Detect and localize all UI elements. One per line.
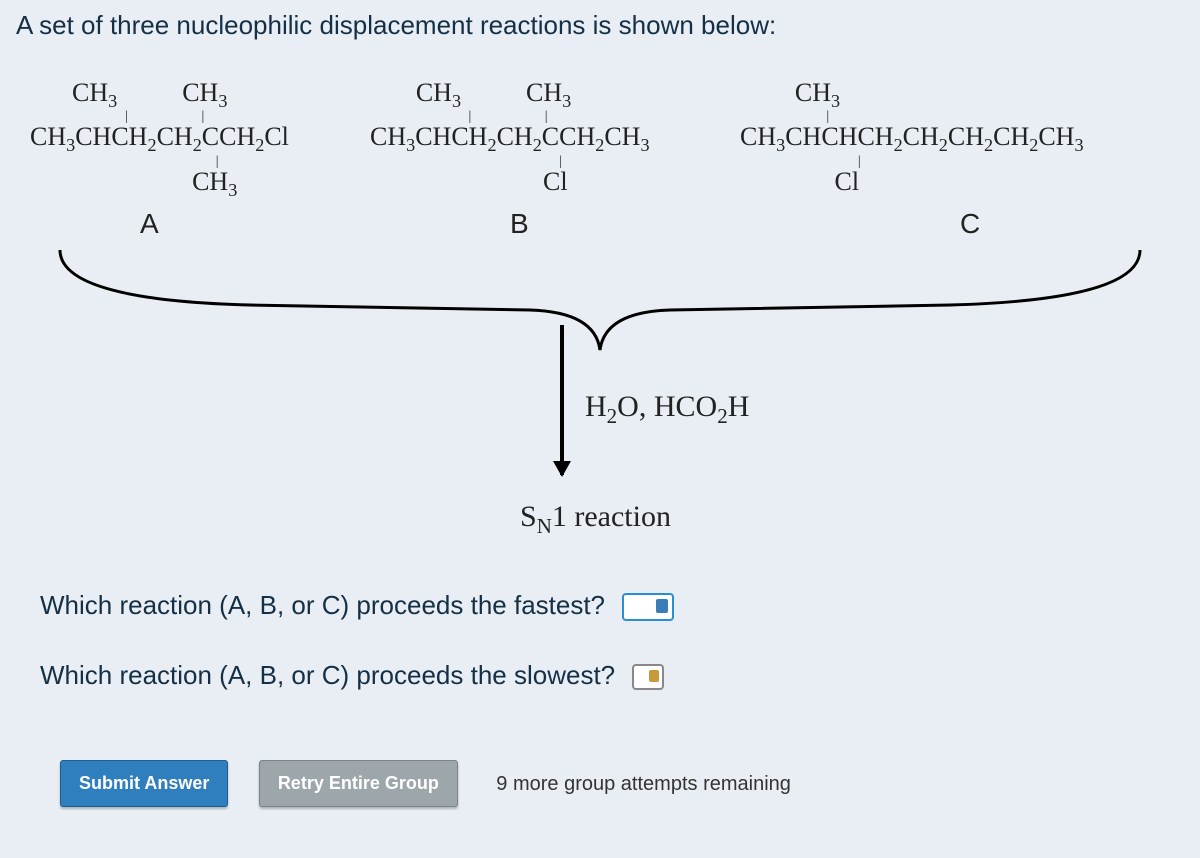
label-a: A: [140, 208, 159, 240]
structure-c-mid: CH3CHCHCH2CH2CH2CH2CH3: [740, 124, 1084, 154]
submit-answer-button[interactable]: Submit Answer: [60, 760, 228, 807]
question-fastest-text: Which reaction (A, B, or C) proceeds the…: [40, 590, 605, 620]
structure-b: CH3 CH3 | | CH3CHCH2CH2CCH2CH3 | Cl: [370, 80, 650, 195]
structure-a-mid: CH3CHCH2CH2CCH2Cl: [30, 124, 289, 154]
retry-group-button[interactable]: Retry Entire Group: [259, 760, 458, 807]
structure-c-top: CH3: [740, 80, 1084, 110]
button-row: Submit Answer Retry Entire Group 9 more …: [60, 760, 791, 807]
fastest-select[interactable]: [622, 593, 674, 621]
structure-a: CH3 CH3 | | CH3CHCH2CH2CCH2Cl | CH3: [30, 80, 289, 199]
structure-b-bot: Cl: [370, 169, 650, 195]
prompt-text: A set of three nucleophilic displacement…: [16, 10, 776, 41]
structure-a-bot: CH3: [30, 169, 289, 199]
question-slowest-row: Which reaction (A, B, or C) proceeds the…: [40, 660, 664, 691]
label-c: C: [960, 208, 980, 240]
structure-c-bot: Cl: [740, 169, 1084, 195]
structure-a-top: CH3 CH3: [30, 80, 289, 110]
structures-row: CH3 CH3 | | CH3CHCH2CH2CCH2Cl | CH3 A CH…: [0, 80, 1200, 240]
attempts-remaining-text: 9 more group attempts remaining: [496, 773, 791, 796]
reaction-arrow: [560, 325, 564, 475]
question-fastest-row: Which reaction (A, B, or C) proceeds the…: [40, 590, 674, 621]
label-b: B: [510, 208, 529, 240]
structure-b-mid: CH3CHCH2CH2CCH2CH3: [370, 124, 650, 154]
reaction-type-text: SN1 reaction: [520, 500, 671, 539]
question-slowest-text: Which reaction (A, B, or C) proceeds the…: [40, 660, 615, 690]
structure-c: CH3 | CH3CHCHCH2CH2CH2CH2CH3 |: [740, 80, 1084, 195]
slowest-select[interactable]: [632, 664, 664, 690]
reagents-text: H2O, HCO2H: [585, 390, 749, 429]
structure-b-top: CH3 CH3: [370, 80, 650, 110]
curly-bracket: [50, 240, 1150, 360]
